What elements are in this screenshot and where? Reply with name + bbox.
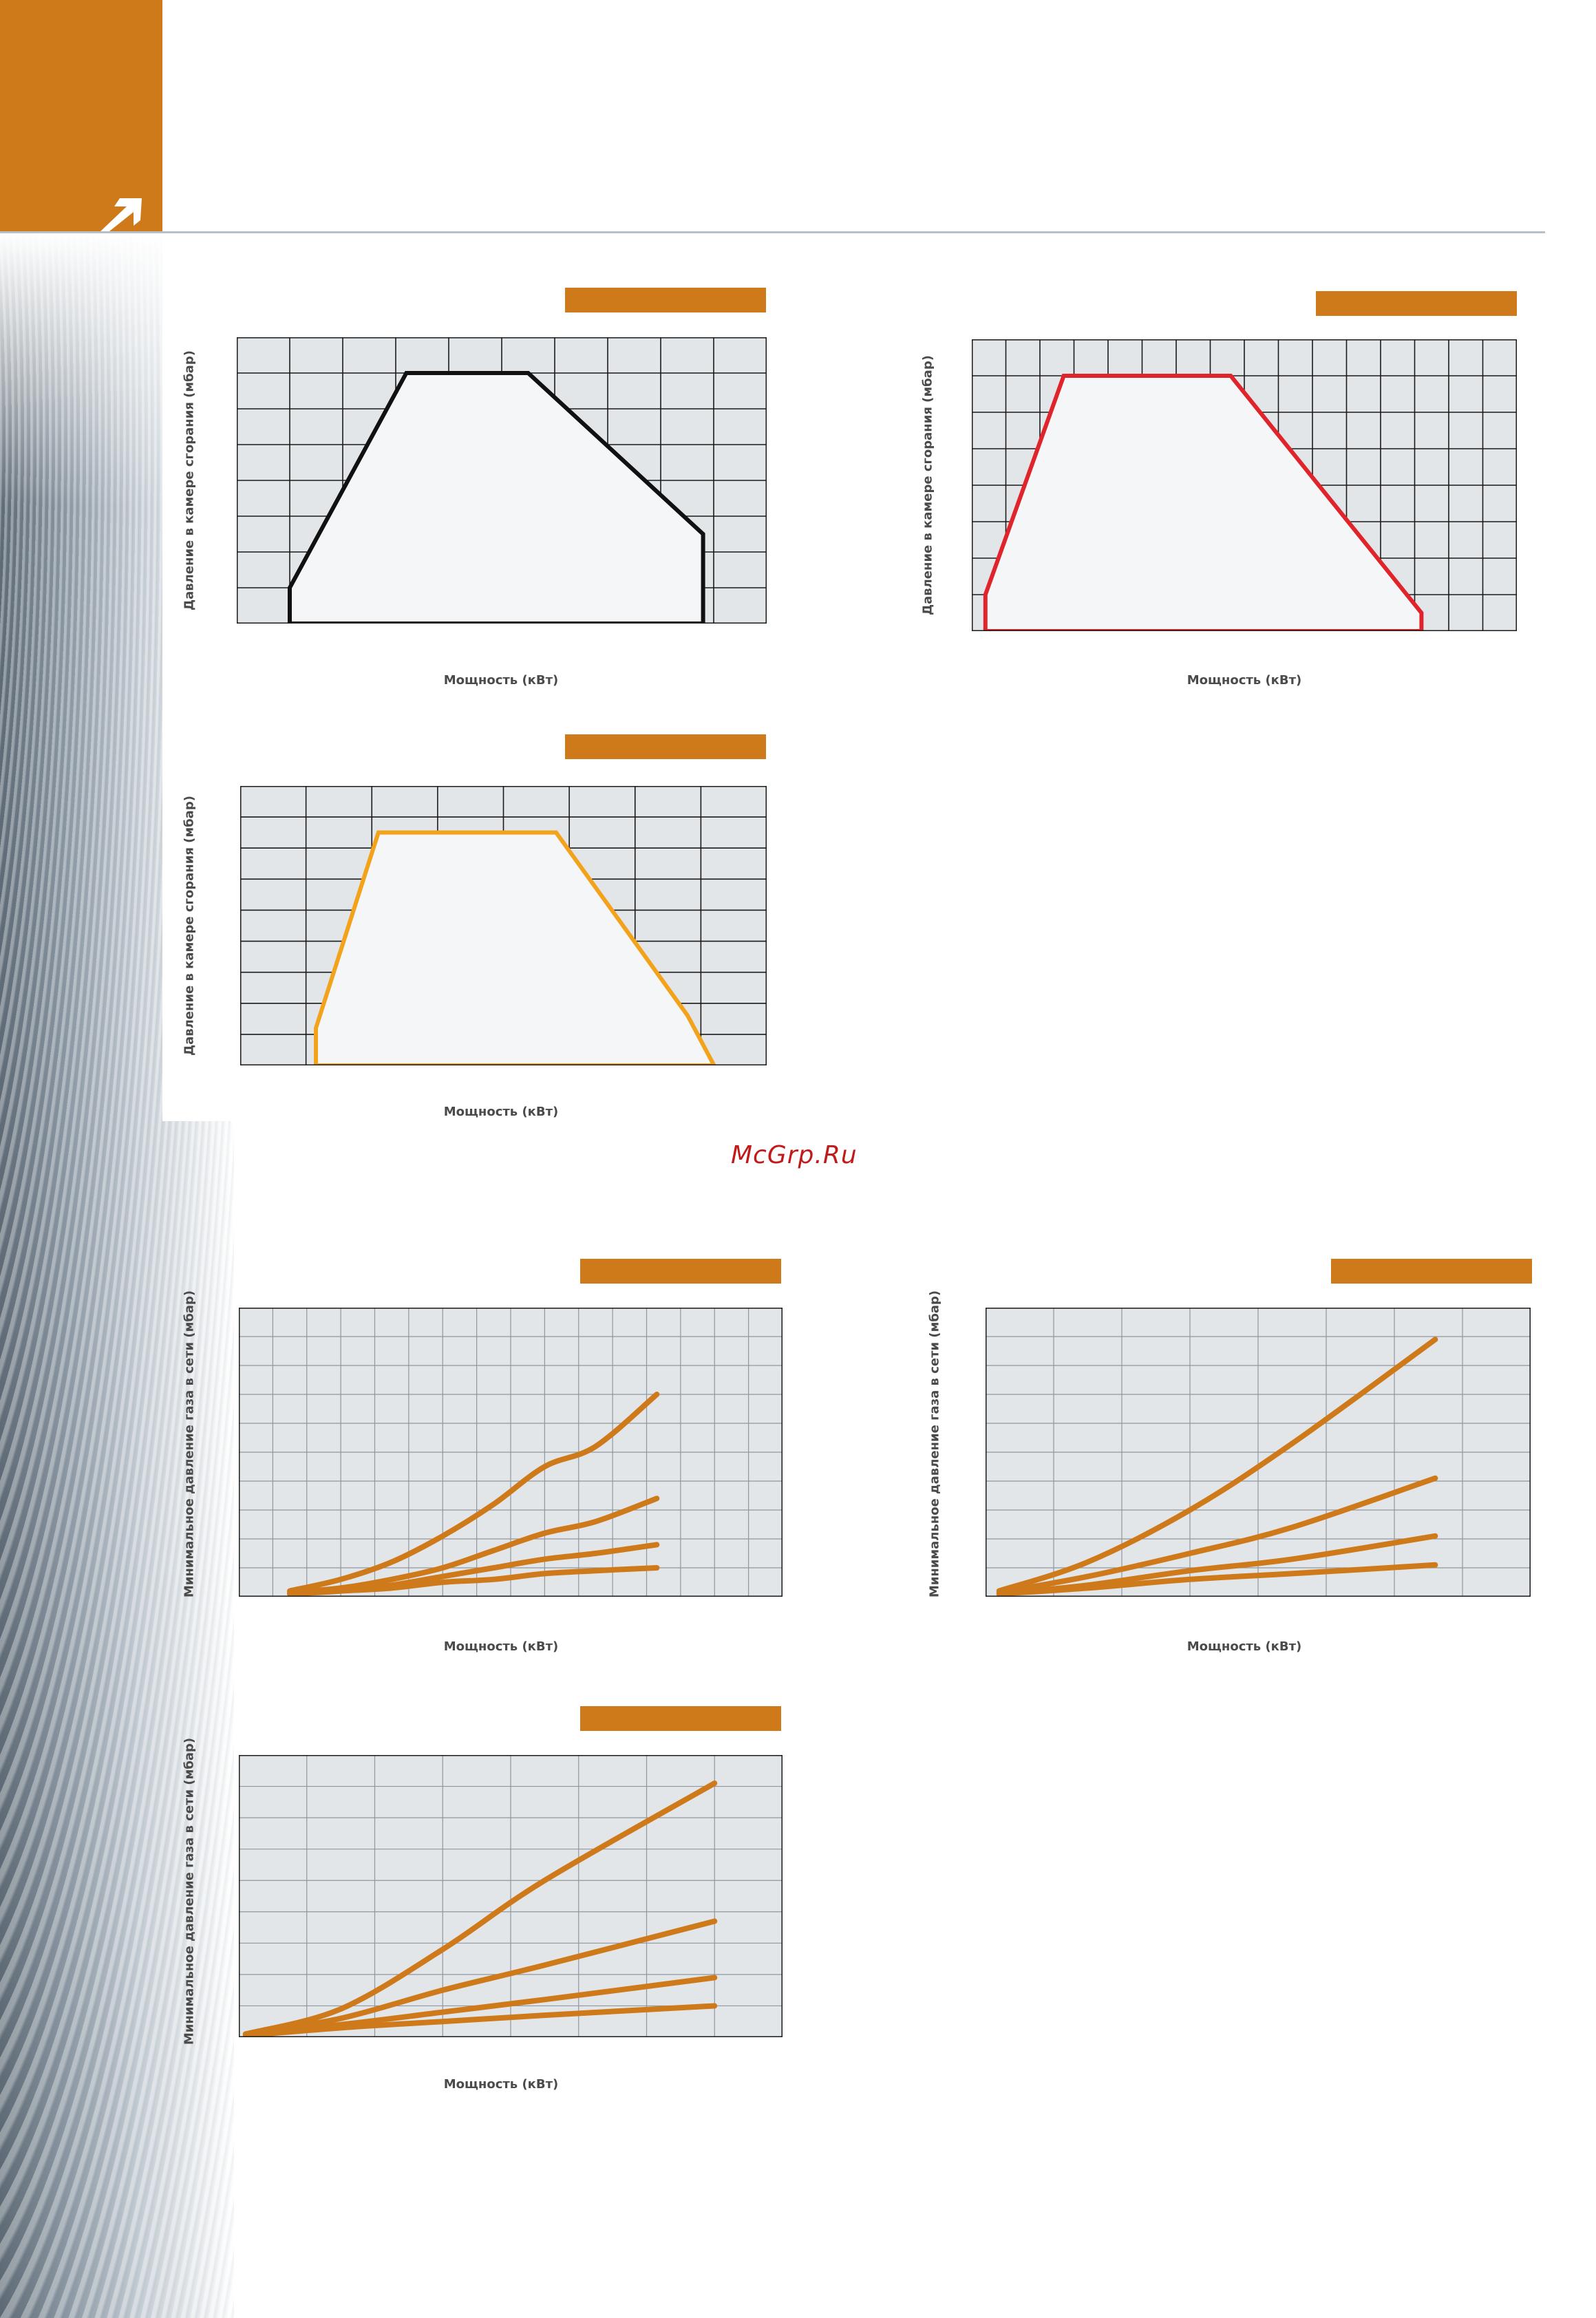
plot-border bbox=[972, 339, 1517, 631]
chart-3-xlabel: Мощность (кВт) bbox=[443, 1105, 559, 1119]
chart-6-title-tab bbox=[580, 1706, 781, 1731]
header-divider bbox=[0, 231, 1545, 233]
chart-3-title-tab bbox=[565, 734, 766, 759]
series-line-curve-4 bbox=[242, 2003, 718, 2037]
chart-6-ylabel: Минимальное давление газа в сети (мбар) bbox=[182, 1737, 197, 2045]
series-line-curve-2 bbox=[287, 1496, 660, 1595]
chart-5-ylabel: Минимальное давление газа в сети (мбар) bbox=[927, 1290, 942, 1598]
chart-4-ylabel: Минимальное давление газа в сети (мбар) bbox=[182, 1290, 197, 1598]
series-line-curve-1 bbox=[996, 1337, 1438, 1594]
chart-3-ylabel: Давление в камере сгорания (мбар) bbox=[182, 796, 197, 1056]
brand-color-block bbox=[0, 0, 162, 232]
chart-5-title-tab bbox=[1331, 1259, 1532, 1284]
series-line-curve-4 bbox=[287, 1565, 660, 1597]
chart-1-title-tab bbox=[565, 288, 766, 312]
series-line-curve-1 bbox=[287, 1392, 660, 1594]
working-field-chart-2 bbox=[972, 339, 1517, 631]
chart-1-ylabel: Давление в камере сгорания (мбар) bbox=[182, 350, 197, 610]
chart-5-xlabel: Мощность (кВт) bbox=[1187, 1639, 1302, 1654]
watermark: McGrp.Ru bbox=[731, 1141, 858, 1169]
plot-border bbox=[239, 1308, 783, 1597]
chart-1-xlabel: Мощность (кВт) bbox=[443, 673, 559, 688]
series-line-curve-4 bbox=[996, 1562, 1438, 1597]
min-gas-pressure-chart-1 bbox=[239, 1308, 783, 1597]
chart-6-xlabel: Мощность (кВт) bbox=[443, 2077, 559, 2092]
min-gas-pressure-chart-2 bbox=[986, 1308, 1531, 1597]
chart-2-xlabel: Мощность (кВт) bbox=[1187, 673, 1302, 688]
working-field-outline bbox=[313, 830, 716, 1065]
series-line-curve-2 bbox=[242, 1918, 718, 2037]
arrow-up-right-icon bbox=[99, 198, 142, 234]
chart-2-title-tab bbox=[1316, 291, 1517, 316]
working-field-outline bbox=[983, 374, 1424, 631]
plot-border bbox=[240, 786, 767, 1065]
series-line-curve-2 bbox=[996, 1475, 1438, 1595]
chart-4-title-tab bbox=[580, 1259, 781, 1284]
series-line-curve-1 bbox=[242, 1780, 718, 2037]
working-field-chart-1 bbox=[237, 337, 767, 624]
chart-2-ylabel: Давление в камере сгорания (мбар) bbox=[920, 355, 935, 615]
min-gas-pressure-chart-3 bbox=[239, 1755, 783, 2037]
chart-4-xlabel: Мощность (кВт) bbox=[443, 1639, 559, 1654]
working-field-chart-3 bbox=[240, 786, 767, 1065]
plot-border bbox=[986, 1308, 1531, 1597]
working-field-outline bbox=[288, 371, 705, 624]
plot-border bbox=[237, 337, 767, 624]
plot-border bbox=[239, 1755, 783, 2037]
